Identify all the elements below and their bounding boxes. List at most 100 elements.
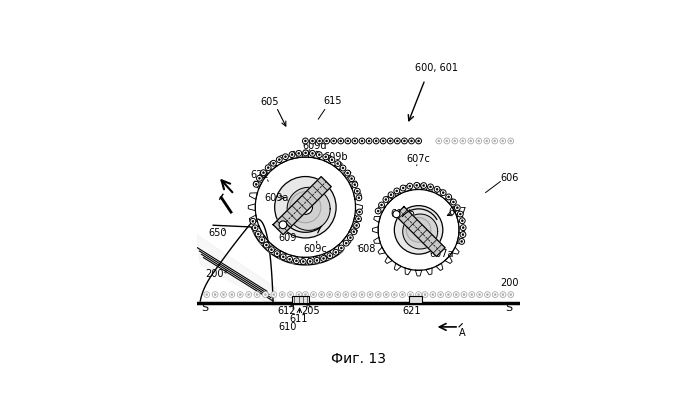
Circle shape <box>345 242 347 244</box>
Circle shape <box>304 140 307 142</box>
Circle shape <box>494 140 496 142</box>
Circle shape <box>460 225 466 231</box>
Circle shape <box>345 294 346 296</box>
Circle shape <box>274 251 280 257</box>
Circle shape <box>335 251 337 253</box>
Circle shape <box>479 294 481 296</box>
Circle shape <box>298 152 300 154</box>
Circle shape <box>432 294 434 296</box>
Circle shape <box>327 291 332 297</box>
Circle shape <box>256 294 258 296</box>
Circle shape <box>279 221 287 228</box>
Circle shape <box>337 163 339 165</box>
Circle shape <box>409 138 414 144</box>
Circle shape <box>338 138 344 144</box>
Text: 200*: 200* <box>205 268 228 278</box>
Circle shape <box>391 291 397 297</box>
Text: 200: 200 <box>500 278 519 288</box>
Circle shape <box>460 138 466 144</box>
Circle shape <box>265 294 267 296</box>
Circle shape <box>508 138 514 144</box>
Text: 609c: 609c <box>303 244 327 254</box>
Polygon shape <box>436 189 443 197</box>
Text: 605: 605 <box>260 97 279 107</box>
Circle shape <box>383 197 389 202</box>
Circle shape <box>343 240 349 246</box>
Circle shape <box>260 170 267 176</box>
Circle shape <box>302 260 304 262</box>
Circle shape <box>407 183 413 189</box>
Circle shape <box>280 254 286 260</box>
Circle shape <box>353 294 355 296</box>
Circle shape <box>510 294 512 296</box>
Circle shape <box>402 187 404 189</box>
Circle shape <box>252 220 254 222</box>
Polygon shape <box>269 244 276 253</box>
Circle shape <box>304 294 307 296</box>
Polygon shape <box>249 215 258 222</box>
Circle shape <box>486 294 489 296</box>
Polygon shape <box>426 268 432 275</box>
Circle shape <box>421 183 426 189</box>
Circle shape <box>418 140 419 142</box>
Circle shape <box>456 207 459 209</box>
Circle shape <box>356 209 363 215</box>
Polygon shape <box>302 257 309 264</box>
Circle shape <box>300 259 306 265</box>
Polygon shape <box>456 237 463 243</box>
Circle shape <box>321 255 326 261</box>
Circle shape <box>444 138 449 144</box>
Polygon shape <box>374 216 381 223</box>
Circle shape <box>414 182 419 188</box>
Circle shape <box>401 294 403 296</box>
Polygon shape <box>452 247 459 254</box>
Circle shape <box>332 140 335 142</box>
Circle shape <box>289 152 295 158</box>
Circle shape <box>380 138 386 144</box>
Circle shape <box>352 138 358 144</box>
Polygon shape <box>426 185 432 192</box>
Circle shape <box>438 140 440 142</box>
Circle shape <box>270 249 272 251</box>
Polygon shape <box>279 155 287 164</box>
Circle shape <box>302 150 309 156</box>
Polygon shape <box>452 206 459 213</box>
Text: 609d: 609d <box>303 141 328 151</box>
Polygon shape <box>197 235 276 307</box>
Circle shape <box>262 172 265 174</box>
Circle shape <box>438 291 444 297</box>
Circle shape <box>494 294 496 296</box>
Circle shape <box>338 245 344 251</box>
Circle shape <box>276 252 278 255</box>
Circle shape <box>346 172 349 174</box>
Circle shape <box>356 216 361 222</box>
Circle shape <box>337 294 339 296</box>
Circle shape <box>323 154 329 160</box>
Circle shape <box>500 138 505 144</box>
Circle shape <box>318 140 321 142</box>
Circle shape <box>361 140 363 142</box>
Circle shape <box>416 291 421 297</box>
Polygon shape <box>444 256 452 263</box>
Circle shape <box>440 294 442 296</box>
Circle shape <box>258 177 260 179</box>
Circle shape <box>379 202 384 208</box>
Circle shape <box>250 218 255 224</box>
Circle shape <box>295 260 298 262</box>
Circle shape <box>276 157 282 163</box>
Polygon shape <box>436 263 443 270</box>
Text: 607: 607 <box>448 207 467 217</box>
Polygon shape <box>356 204 363 210</box>
Text: 615: 615 <box>323 95 342 105</box>
Circle shape <box>377 294 379 296</box>
Circle shape <box>291 154 293 155</box>
Circle shape <box>237 291 243 297</box>
Circle shape <box>402 138 407 144</box>
Circle shape <box>395 190 398 192</box>
Circle shape <box>270 160 276 166</box>
Text: 608: 608 <box>358 244 376 254</box>
Circle shape <box>204 291 210 297</box>
Polygon shape <box>253 181 262 189</box>
Circle shape <box>462 140 464 142</box>
Polygon shape <box>342 171 351 178</box>
